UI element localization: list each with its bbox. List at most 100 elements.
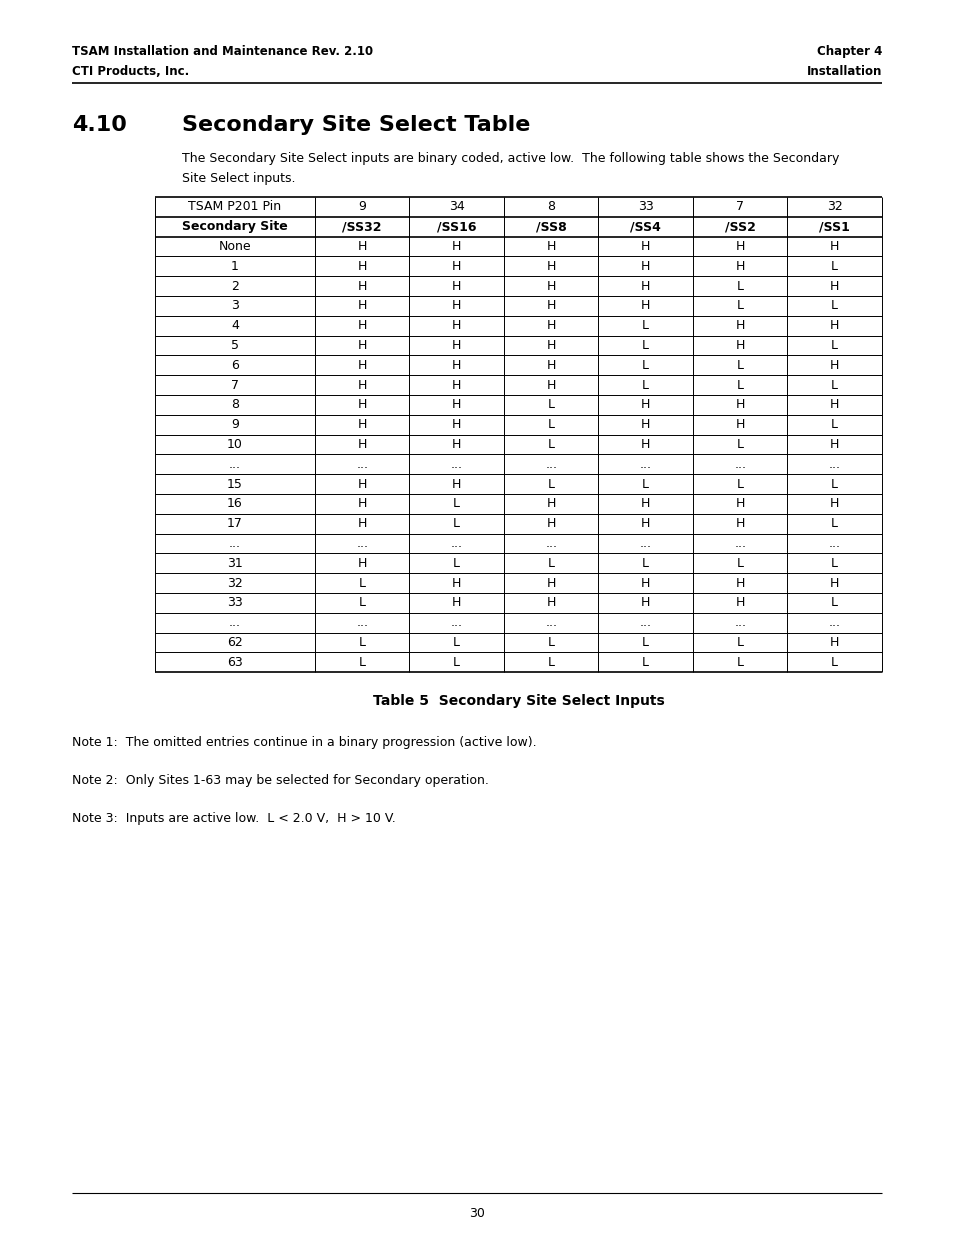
- Text: ...: ...: [355, 458, 368, 471]
- Text: L: L: [830, 557, 838, 569]
- Text: H: H: [735, 577, 744, 589]
- Text: L: L: [547, 399, 554, 411]
- Text: ...: ...: [639, 537, 651, 550]
- Text: /SS2: /SS2: [724, 220, 755, 233]
- Text: ...: ...: [639, 616, 651, 629]
- Text: ...: ...: [450, 458, 462, 471]
- Text: ...: ...: [229, 616, 241, 629]
- Text: H: H: [735, 498, 744, 510]
- Text: 34: 34: [448, 200, 464, 214]
- Text: H: H: [452, 419, 461, 431]
- Text: H: H: [546, 597, 556, 609]
- Text: 17: 17: [227, 517, 243, 530]
- Text: L: L: [453, 557, 459, 569]
- Text: H: H: [546, 299, 556, 312]
- Text: 8: 8: [231, 399, 238, 411]
- Text: 9: 9: [358, 200, 366, 214]
- Text: L: L: [830, 299, 838, 312]
- Text: H: H: [735, 259, 744, 273]
- Text: ...: ...: [828, 616, 840, 629]
- Text: H: H: [640, 279, 650, 293]
- Text: /SS32: /SS32: [342, 220, 381, 233]
- Text: H: H: [640, 419, 650, 431]
- Text: L: L: [736, 359, 743, 372]
- Text: L: L: [736, 636, 743, 650]
- Text: H: H: [452, 577, 461, 589]
- Text: L: L: [736, 438, 743, 451]
- Text: 33: 33: [227, 597, 243, 609]
- Text: /SS1: /SS1: [819, 220, 849, 233]
- Text: L: L: [358, 597, 365, 609]
- Text: The Secondary Site Select inputs are binary coded, active low.  The following ta: The Secondary Site Select inputs are bin…: [182, 152, 839, 165]
- Text: 15: 15: [227, 478, 243, 490]
- Text: ...: ...: [229, 458, 241, 471]
- Text: TSAM P201 Pin: TSAM P201 Pin: [188, 200, 281, 214]
- Text: H: H: [546, 240, 556, 253]
- Text: ...: ...: [734, 537, 745, 550]
- Text: L: L: [641, 319, 649, 332]
- Text: L: L: [547, 656, 554, 669]
- Text: H: H: [357, 419, 367, 431]
- Text: H: H: [357, 478, 367, 490]
- Text: L: L: [736, 478, 743, 490]
- Text: H: H: [640, 299, 650, 312]
- Text: H: H: [829, 399, 839, 411]
- Text: L: L: [641, 478, 649, 490]
- Text: H: H: [829, 240, 839, 253]
- Text: ...: ...: [545, 537, 557, 550]
- Text: H: H: [735, 517, 744, 530]
- Text: H: H: [640, 240, 650, 253]
- Text: TSAM Installation and Maintenance Rev. 2.10: TSAM Installation and Maintenance Rev. 2…: [71, 44, 373, 58]
- Text: L: L: [453, 498, 459, 510]
- Text: H: H: [357, 359, 367, 372]
- Text: H: H: [829, 319, 839, 332]
- Text: L: L: [736, 656, 743, 669]
- Text: L: L: [736, 379, 743, 391]
- Text: ...: ...: [828, 458, 840, 471]
- Text: H: H: [546, 279, 556, 293]
- Text: H: H: [357, 240, 367, 253]
- Text: H: H: [452, 597, 461, 609]
- Text: L: L: [830, 656, 838, 669]
- Text: 4.10: 4.10: [71, 115, 127, 135]
- Text: H: H: [546, 517, 556, 530]
- Text: Site Select inputs.: Site Select inputs.: [182, 172, 295, 185]
- Text: L: L: [453, 656, 459, 669]
- Text: H: H: [357, 399, 367, 411]
- Text: 7: 7: [231, 379, 238, 391]
- Text: L: L: [547, 419, 554, 431]
- Text: 62: 62: [227, 636, 243, 650]
- Text: H: H: [546, 319, 556, 332]
- Text: H: H: [640, 517, 650, 530]
- Text: H: H: [829, 636, 839, 650]
- Text: ...: ...: [355, 537, 368, 550]
- Text: H: H: [829, 359, 839, 372]
- Text: 9: 9: [231, 419, 238, 431]
- Text: L: L: [736, 299, 743, 312]
- Text: L: L: [736, 557, 743, 569]
- Text: H: H: [546, 359, 556, 372]
- Text: H: H: [735, 597, 744, 609]
- Text: H: H: [452, 338, 461, 352]
- Text: L: L: [547, 438, 554, 451]
- Text: H: H: [452, 478, 461, 490]
- Text: 33: 33: [638, 200, 653, 214]
- Text: H: H: [546, 338, 556, 352]
- Text: H: H: [452, 259, 461, 273]
- Text: Secondary Site Select Table: Secondary Site Select Table: [182, 115, 530, 135]
- Text: 10: 10: [227, 438, 243, 451]
- Text: H: H: [640, 498, 650, 510]
- Text: ...: ...: [734, 616, 745, 629]
- Text: H: H: [357, 557, 367, 569]
- Text: L: L: [358, 577, 365, 589]
- Text: H: H: [357, 517, 367, 530]
- Text: None: None: [218, 240, 251, 253]
- Text: ...: ...: [545, 616, 557, 629]
- Text: 2: 2: [231, 279, 238, 293]
- Text: 8: 8: [547, 200, 555, 214]
- Text: L: L: [830, 597, 838, 609]
- Text: H: H: [452, 438, 461, 451]
- Text: 63: 63: [227, 656, 243, 669]
- Text: H: H: [735, 319, 744, 332]
- Text: H: H: [640, 577, 650, 589]
